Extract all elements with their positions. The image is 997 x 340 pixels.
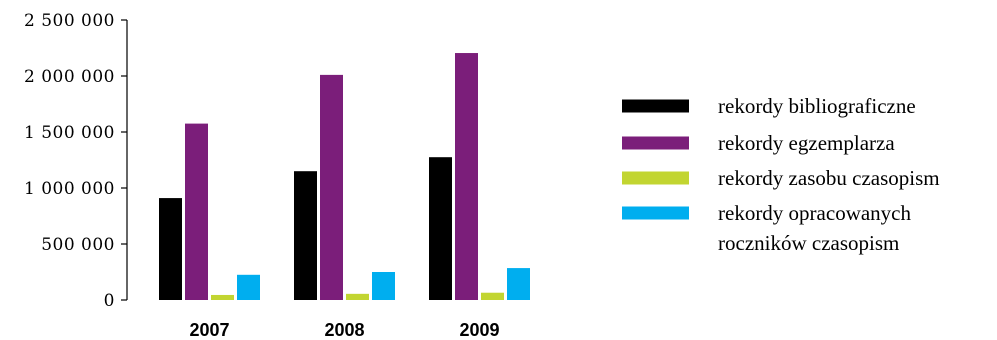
x-category-label: 2007 bbox=[189, 320, 229, 340]
y-tick-label: 0 bbox=[104, 291, 115, 311]
bar bbox=[237, 274, 260, 300]
y-axis: 0 500 000 1 000 000 1 500 000 2 000 000 2 500… bbox=[24, 11, 128, 311]
legend-label: rekordy bibliograficzne bbox=[718, 94, 916, 118]
legend-swatch bbox=[622, 99, 689, 113]
bar bbox=[320, 74, 343, 300]
y-tick-label: 1 500 000 bbox=[24, 123, 115, 143]
legend-label: rekordy egzemplarza bbox=[718, 131, 895, 155]
bar bbox=[346, 293, 369, 300]
bar bbox=[372, 272, 395, 300]
legend-label: rekordy opracowanych bbox=[718, 201, 911, 225]
x-category-label: 2008 bbox=[324, 320, 364, 340]
bar bbox=[185, 123, 208, 300]
y-tick-label: 500 000 bbox=[41, 235, 115, 255]
bar bbox=[211, 294, 234, 300]
category-labels: 2007 2008 2009 bbox=[189, 320, 499, 340]
y-tick-label: 2 000 000 bbox=[24, 67, 115, 87]
legend-swatch bbox=[622, 136, 689, 150]
legend-swatch bbox=[622, 171, 689, 185]
x-category-label: 2009 bbox=[459, 320, 499, 340]
y-tick-label: 1 000 000 bbox=[24, 179, 115, 199]
bar bbox=[507, 268, 530, 300]
bar bbox=[455, 53, 478, 300]
legend: rekordy bibliograficzne rekordy egzemplar… bbox=[622, 94, 940, 255]
bar bbox=[429, 157, 452, 300]
bars bbox=[159, 53, 530, 300]
legend-swatch bbox=[622, 206, 689, 220]
legend-label: rekordy zasobu czasopism bbox=[718, 166, 940, 190]
y-tick-label: 2 500 000 bbox=[24, 11, 115, 31]
bar bbox=[159, 198, 182, 300]
bar bbox=[294, 171, 317, 300]
bar bbox=[481, 292, 504, 300]
legend-label: roczników czasopism bbox=[718, 231, 899, 255]
